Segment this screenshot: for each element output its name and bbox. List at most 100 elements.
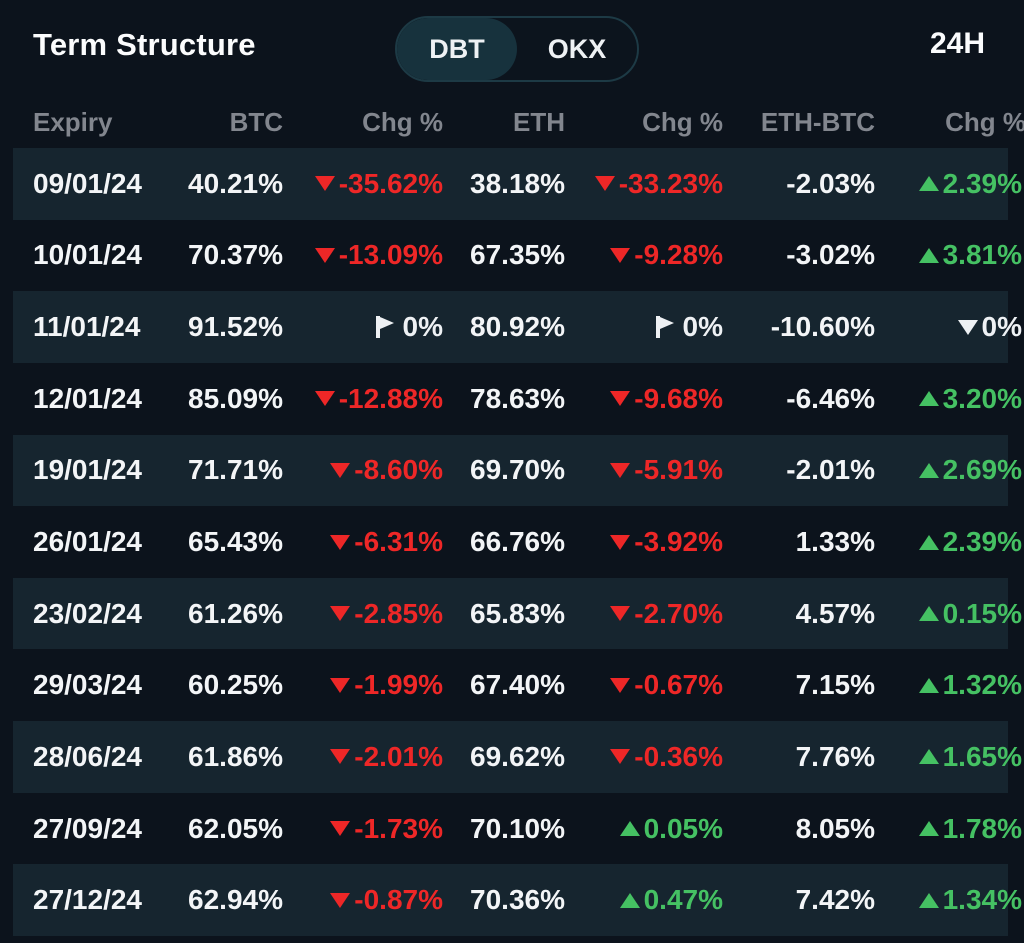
ethbtc-spread-cell: 8.05%	[795, 812, 875, 844]
eth-iv-cell: 70.36%	[470, 884, 565, 916]
triangle-down-icon	[610, 606, 631, 622]
expiry-cell: 26/01/24	[33, 526, 142, 558]
eth-iv-cell: 67.35%	[470, 239, 565, 271]
ethbtc-chg-cell: 2.69%	[875, 454, 1022, 486]
column-header-eth: ETH	[513, 107, 565, 137]
btc-chg-cell: -13.09%	[283, 239, 443, 271]
triangle-up-icon	[918, 391, 939, 407]
ethbtc-spread-cell: -3.02%	[786, 239, 875, 271]
triangle-up-icon	[619, 821, 640, 837]
triangle-up-icon	[918, 534, 939, 550]
expiry-cell: 11/01/24	[33, 311, 141, 343]
eth-iv-cell: 66.76%	[470, 526, 565, 558]
ethbtc-chg-cell: 2.39%	[875, 168, 1022, 200]
triangle-down-icon	[314, 391, 335, 407]
eth-iv-cell: 69.62%	[470, 740, 565, 772]
triangle-down-icon	[610, 749, 631, 765]
eth-iv-cell: 78.63%	[470, 382, 565, 414]
btc-iv-cell: 65.43%	[188, 526, 283, 558]
ethbtc-spread-cell: -2.03%	[786, 167, 875, 199]
ethbtc-chg-cell: 3.81%	[875, 239, 1022, 271]
table-row[interactable]: 19/01/24 71.71% -8.60% 69.70% -5.91% -2.…	[13, 434, 1022, 507]
eth-chg-cell: -3.92%	[565, 526, 723, 558]
ethbtc-spread-cell: 1.33%	[795, 526, 875, 558]
triangle-up-icon	[918, 606, 939, 622]
table-row[interactable]: 11/01/24 91.52% 0% 80.92% 0% -10.60% 0%	[13, 291, 1022, 363]
btc-iv-cell: 71.71%	[188, 454, 283, 486]
column-header-btc: BTC	[229, 107, 283, 137]
ethbtc-spread-cell: 7.42%	[795, 884, 875, 916]
eth-chg-cell: -2.70%	[565, 598, 723, 630]
ethbtc-chg-cell: 1.78%	[875, 813, 1022, 845]
triangle-down-icon	[330, 534, 351, 550]
ethbtc-chg-cell: 3.20%	[875, 383, 1022, 415]
ethbtc-chg-cell: 1.34%	[875, 884, 1022, 916]
flat-flag-icon	[655, 316, 674, 339]
btc-chg-cell: -12.88%	[283, 383, 443, 415]
ethbtc-spread-cell: 7.76%	[795, 740, 875, 772]
ethbtc-chg-cell: 0%	[875, 311, 1022, 343]
column-header-ethbtc: ETH-BTC	[760, 107, 875, 137]
table-row[interactable]: 28/06/24 61.86% -2.01% 69.62% -0.36% 7.7…	[13, 721, 1022, 793]
exchange-toggle[interactable]: DBT OKX	[395, 16, 639, 82]
btc-chg-cell: -35.62%	[283, 168, 443, 200]
expiry-cell: 23/02/24	[33, 597, 142, 629]
column-header-expiry: Expiry	[33, 107, 113, 137]
widget-header: Term Structure DBT OKX 24H	[0, 0, 1024, 97]
toggle-option-okx[interactable]: OKX	[517, 18, 637, 80]
btc-chg-cell: -0.87%	[283, 884, 443, 916]
expiry-cell: 12/01/24	[33, 382, 142, 414]
eth-chg-cell: 0%	[565, 311, 723, 343]
expiry-cell: 27/09/24	[33, 812, 142, 844]
triangle-down-icon	[610, 391, 631, 407]
btc-iv-cell: 61.26%	[188, 597, 283, 629]
table-row[interactable]: 27/09/24 62.05% -1.73% 70.10% 0.05% 8.05…	[13, 793, 1022, 865]
triangle-down-icon	[314, 176, 335, 192]
expiry-cell: 28/06/24	[33, 740, 142, 772]
table-row[interactable]: 12/01/24 85.09% -12.88% 78.63% -9.68% -6…	[13, 363, 1022, 435]
btc-chg-cell: -2.01%	[283, 741, 443, 773]
ethbtc-spread-cell: -6.46%	[786, 382, 875, 414]
ethbtc-chg-cell: 2.39%	[875, 526, 1022, 558]
triangle-up-icon	[918, 892, 939, 908]
table-row[interactable]: 26/01/24 65.43% -6.31% 66.76% -3.92% 1.3…	[13, 506, 1022, 578]
triangle-down-icon	[957, 319, 978, 335]
triangle-down-icon	[330, 892, 351, 908]
triangle-up-icon	[918, 462, 939, 478]
triangle-down-icon	[330, 462, 351, 478]
table-row[interactable]: 23/02/24 61.26% -2.85% 65.83% -2.70% 4.5…	[13, 577, 1022, 650]
triangle-down-icon	[330, 677, 351, 693]
column-header-btc-chg: Chg %	[362, 107, 443, 137]
eth-chg-cell: -33.23%	[565, 168, 723, 200]
btc-chg-cell: -1.99%	[283, 669, 443, 701]
eth-chg-cell: -5.91%	[565, 454, 723, 486]
triangle-down-icon	[610, 247, 631, 263]
table-row[interactable]: 09/01/24 40.21% -35.62% 38.18% -33.23% -…	[13, 148, 1022, 220]
eth-chg-cell: 0.47%	[565, 884, 723, 916]
ethbtc-spread-cell: -2.01%	[786, 454, 875, 486]
btc-iv-cell: 40.21%	[188, 167, 283, 199]
ethbtc-chg-cell: 1.32%	[875, 669, 1022, 701]
triangle-up-icon	[918, 749, 939, 765]
eth-iv-cell: 80.92%	[470, 311, 565, 343]
triangle-down-icon	[314, 247, 335, 263]
btc-iv-cell: 70.37%	[188, 239, 283, 271]
eth-chg-cell: 0.05%	[565, 813, 723, 845]
table-row[interactable]: 27/12/24 62.94% -0.87% 70.36% 0.47% 7.42…	[13, 864, 1022, 937]
btc-iv-cell: 61.86%	[188, 740, 283, 772]
eth-iv-cell: 65.83%	[470, 597, 565, 629]
triangle-down-icon	[594, 176, 615, 192]
ethbtc-spread-cell: -10.60%	[770, 311, 875, 343]
triangle-down-icon	[610, 677, 631, 693]
expiry-cell: 29/03/24	[33, 669, 142, 701]
eth-chg-cell: -9.68%	[565, 383, 723, 415]
table-row[interactable]: 29/03/24 60.25% -1.99% 67.40% -0.67% 7.1…	[13, 649, 1022, 721]
triangle-up-icon	[918, 677, 939, 693]
toggle-option-dbt[interactable]: DBT	[397, 18, 517, 80]
table-row[interactable]: 10/01/24 70.37% -13.09% 67.35% -9.28% -3…	[13, 220, 1022, 292]
eth-chg-cell: -9.28%	[565, 239, 723, 271]
triangle-up-icon	[918, 247, 939, 263]
eth-iv-cell: 38.18%	[470, 167, 565, 199]
period-selector[interactable]: 24H	[929, 27, 985, 60]
flat-flag-icon	[375, 316, 394, 339]
